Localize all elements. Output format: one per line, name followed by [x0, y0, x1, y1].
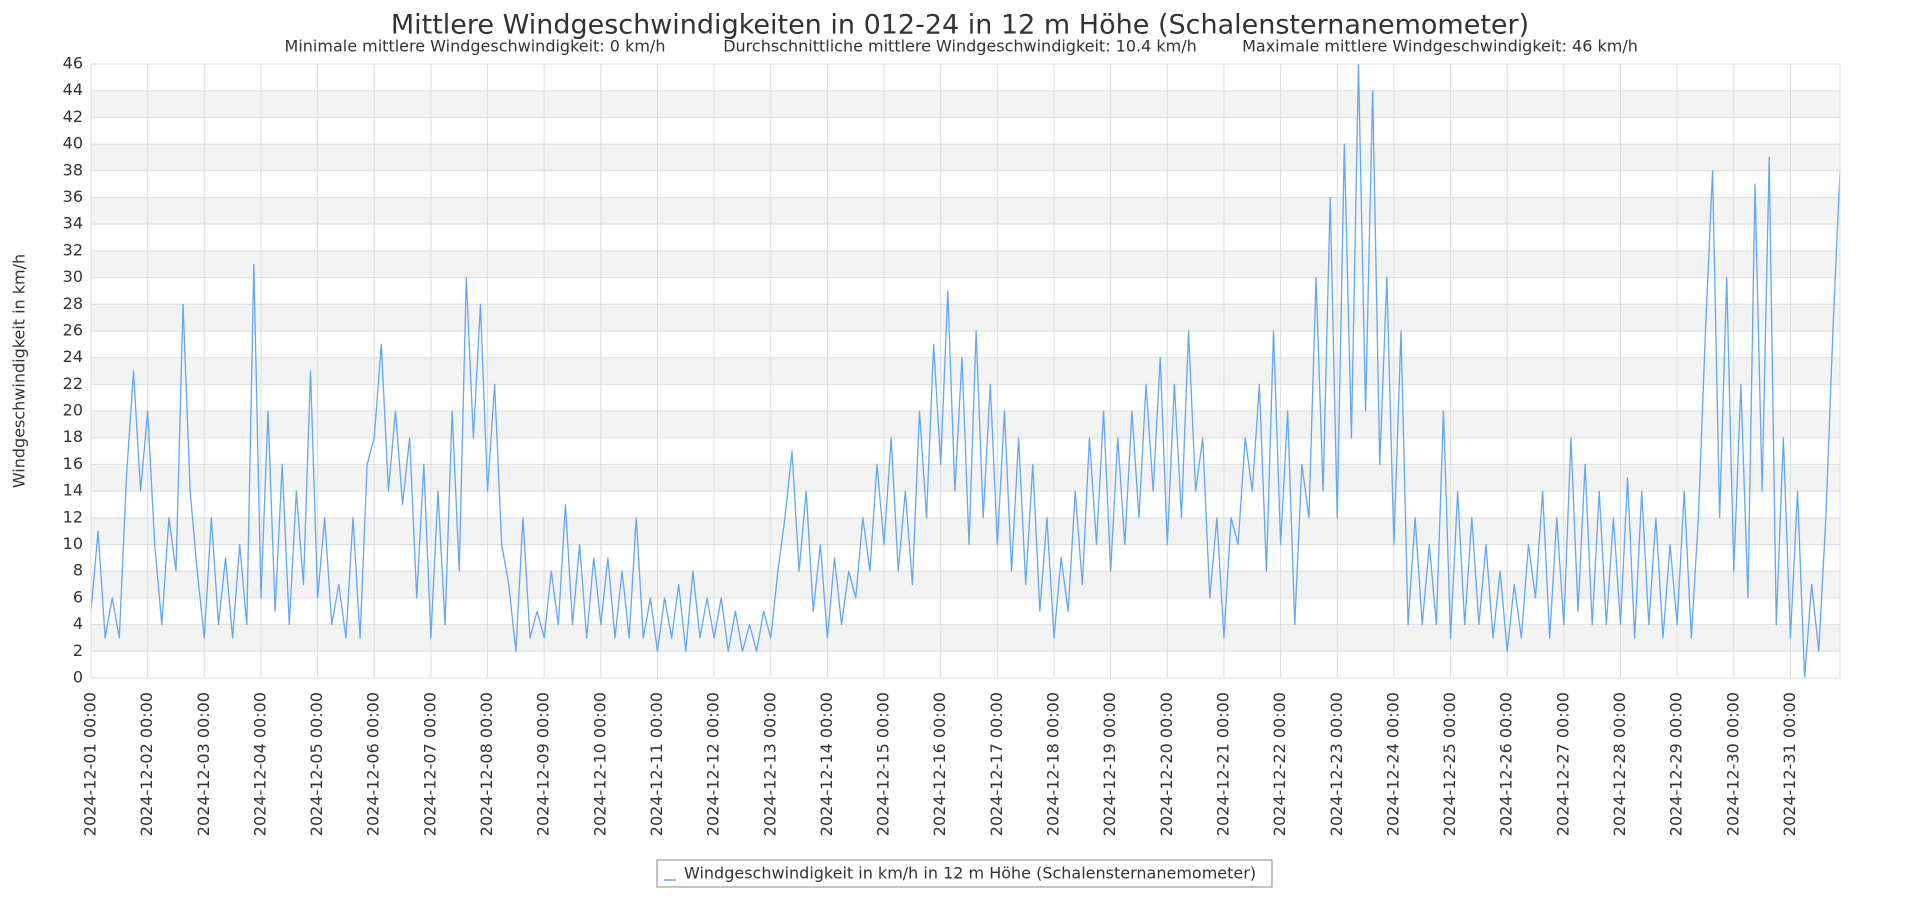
y-tick-label: 8 — [73, 561, 83, 580]
x-tick-label: 2024-12-15 00:00 — [874, 692, 893, 836]
y-tick-label: 0 — [73, 668, 83, 687]
x-tick-label: 2024-12-14 00:00 — [817, 692, 836, 836]
y-tick-label: 44 — [63, 80, 83, 99]
y-tick-label: 22 — [63, 374, 83, 393]
x-tick-label: 2024-12-25 00:00 — [1440, 692, 1459, 836]
y-tick-label: 18 — [63, 427, 83, 446]
x-tick-label: 2024-12-19 00:00 — [1100, 692, 1119, 836]
grid-band — [91, 304, 1840, 331]
grid-band — [91, 90, 1840, 118]
y-axis-label: Windgeschwindigkeit in km/h — [10, 254, 29, 488]
y-tick-label: 36 — [63, 187, 83, 206]
y-tick-label: 38 — [63, 160, 83, 179]
y-tick-label: 28 — [63, 294, 83, 313]
x-tick-label: 2024-12-05 00:00 — [307, 692, 326, 836]
y-tick-label: 16 — [63, 454, 83, 473]
grid-band — [91, 624, 1840, 652]
y-tick-label: 42 — [63, 107, 83, 126]
x-tick-label: 2024-12-24 00:00 — [1383, 692, 1402, 836]
y-tick-label: 24 — [63, 347, 83, 366]
x-tick-label: 2024-12-22 00:00 — [1270, 692, 1289, 836]
y-tick-label: 32 — [63, 240, 83, 259]
x-tick-label: 2024-12-20 00:00 — [1157, 692, 1176, 836]
x-tick-label: 2024-12-03 00:00 — [194, 692, 213, 836]
x-tick-label: 2024-12-02 00:00 — [137, 692, 156, 836]
x-tick-label: 2024-12-30 00:00 — [1723, 692, 1742, 836]
data-line — [90, 63, 1841, 679]
x-tick-label: 2024-12-29 00:00 — [1667, 692, 1686, 836]
x-tick-label: 2024-12-13 00:00 — [760, 692, 779, 836]
x-tick-label: 2024-12-21 00:00 — [1213, 692, 1232, 836]
grid-band — [91, 197, 1840, 225]
y-tick-label: 4 — [73, 614, 83, 633]
y-tick-label: 26 — [63, 320, 83, 339]
x-tick-label: 2024-12-28 00:00 — [1610, 692, 1629, 836]
x-tick-label: 2024-12-11 00:00 — [647, 692, 666, 836]
grid-band — [91, 571, 1840, 598]
x-tick-label: 2024-12-27 00:00 — [1553, 692, 1572, 836]
y-tick-label: 40 — [63, 134, 83, 153]
x-tick-label: 2024-12-07 00:00 — [420, 692, 439, 836]
legend-label: Windgeschwindigkeit in km/h in 12 m Höhe… — [684, 864, 1256, 883]
grid-band — [91, 144, 1840, 171]
x-tick-label: 2024-12-31 00:00 — [1780, 692, 1799, 836]
grid-band — [91, 517, 1840, 545]
x-tick-label: 2024-12-08 00:00 — [477, 692, 496, 836]
x-tick-label: 2024-12-04 00:00 — [250, 692, 269, 836]
plot-border — [90, 63, 1841, 679]
x-tick-label: 2024-12-16 00:00 — [930, 692, 949, 836]
grid-band — [91, 250, 1840, 278]
x-tick-label: 2024-12-06 00:00 — [364, 692, 383, 836]
y-tick-label: 6 — [73, 587, 83, 606]
y-tick-label: 2 — [73, 641, 83, 660]
axes: 0246810121416182022242628303234363840424… — [63, 54, 1841, 836]
subtitle: Minimale mittlere Windgeschwindigkeit: 0… — [285, 37, 666, 56]
y-tick-label: 20 — [63, 401, 83, 420]
y-tick-label: 14 — [63, 481, 83, 500]
y-tick-label: 46 — [63, 54, 83, 73]
grid-band — [91, 357, 1840, 385]
legend-box — [656, 859, 1273, 888]
x-tick-label: 2024-12-17 00:00 — [987, 692, 1006, 836]
subtitle: Maximale mittlere Windgeschwindigkeit: 4… — [1242, 37, 1638, 56]
y-tick-label: 12 — [63, 507, 83, 526]
grid-bands — [91, 64, 1840, 678]
grid-band — [91, 464, 1840, 492]
x-tick-label: 2024-12-23 00:00 — [1327, 692, 1346, 836]
x-tick-label: 2024-12-10 00:00 — [590, 692, 609, 836]
y-tick-label: 10 — [63, 534, 83, 553]
y-tick-label: 30 — [63, 267, 83, 286]
y-tick-label: 34 — [63, 214, 83, 233]
x-tick-label: 2024-12-12 00:00 — [704, 692, 723, 836]
grid-band — [91, 411, 1840, 438]
x-tick-label: 2024-12-26 00:00 — [1497, 692, 1516, 836]
x-tick-label: 2024-12-09 00:00 — [534, 692, 553, 836]
chart-title: Mittlere Windgeschwindigkeiten in 012-24… — [391, 10, 1529, 41]
x-tick-label: 2024-12-01 00:00 — [81, 692, 100, 836]
subtitle: Durchschnittliche mittlere Windgeschwind… — [723, 37, 1197, 56]
x-tick-label: 2024-12-18 00:00 — [1044, 692, 1063, 836]
legend: Windgeschwindigkeit in km/h in 12 m Höhe… — [664, 864, 1256, 883]
plot — [90, 63, 1841, 679]
